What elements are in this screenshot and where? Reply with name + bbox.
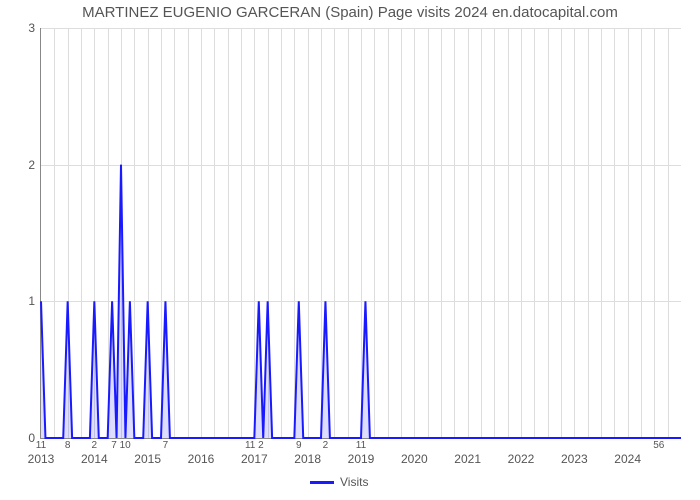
x-value-label: 7 bbox=[163, 440, 169, 451]
legend-label: Visits bbox=[340, 475, 368, 489]
series-svg bbox=[41, 28, 681, 438]
x-value-label: 56 bbox=[653, 440, 664, 451]
x-year-label: 2021 bbox=[454, 452, 481, 466]
y-tick-label: 2 bbox=[28, 158, 35, 172]
series-line bbox=[41, 165, 681, 438]
x-value-label: 2 bbox=[92, 440, 98, 451]
x-value-label: 7 10 bbox=[111, 440, 130, 451]
x-year-label: 2017 bbox=[241, 452, 268, 466]
y-tick-label: 0 bbox=[28, 431, 35, 445]
x-value-label: 11 bbox=[356, 440, 366, 451]
x-year-label: 2020 bbox=[401, 452, 428, 466]
chart-legend: Visits bbox=[310, 475, 368, 489]
x-value-label: 9 bbox=[296, 440, 302, 451]
x-value-label: 8 bbox=[65, 440, 71, 451]
plot-area: 0123201320142015201620172018201920202021… bbox=[40, 28, 681, 439]
x-year-label: 2016 bbox=[188, 452, 215, 466]
x-year-label: 2019 bbox=[348, 452, 375, 466]
x-year-label: 2022 bbox=[508, 452, 535, 466]
series-area bbox=[41, 165, 681, 438]
x-year-label: 2018 bbox=[294, 452, 321, 466]
visits-line-chart: MARTINEZ EUGENIO GARCERAN (Spain) Page v… bbox=[0, 0, 700, 500]
x-year-label: 2023 bbox=[561, 452, 588, 466]
x-year-label: 2024 bbox=[614, 452, 641, 466]
x-value-label: 11 2 bbox=[245, 440, 264, 451]
x-year-label: 2015 bbox=[134, 452, 161, 466]
chart-title: MARTINEZ EUGENIO GARCERAN (Spain) Page v… bbox=[0, 4, 700, 21]
x-value-label: 2 bbox=[323, 440, 329, 451]
x-year-label: 2014 bbox=[81, 452, 108, 466]
x-value-label: 11 bbox=[36, 440, 46, 451]
legend-swatch bbox=[310, 481, 334, 484]
y-tick-label: 3 bbox=[28, 21, 35, 35]
y-tick-label: 1 bbox=[28, 294, 35, 308]
x-year-label: 2013 bbox=[28, 452, 55, 466]
